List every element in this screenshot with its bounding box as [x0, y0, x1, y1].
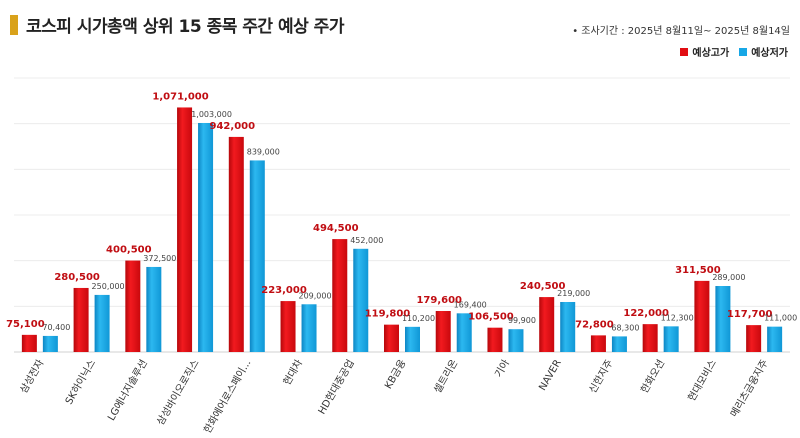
data-label-low-11: 68,300 [611, 323, 639, 332]
bar-low-1 [94, 294, 110, 352]
bar-high-12 [642, 324, 658, 352]
bar-low-6 [353, 248, 369, 352]
data-label-low-14: 111,000 [764, 314, 797, 323]
x-tick-label-3: 삼성바이오로직스 [154, 358, 201, 428]
page-title: 코스피 시가총액 상위 15 종목 주간 예상 주가 [26, 17, 344, 37]
gridlines [14, 77, 790, 353]
x-tick-label-13: 현대모비스 [686, 358, 719, 404]
chart-legend: 예상고가 예상저가 [680, 44, 788, 59]
bar-low-3 [198, 122, 214, 353]
bar-low-8 [456, 313, 472, 352]
x-tick-label-8: 셀트리온 [432, 358, 461, 396]
x-tick-label-1: SK하이닉스 [62, 357, 98, 407]
bar-high-6 [332, 239, 348, 352]
bar-high-2 [125, 260, 141, 352]
x-tick-labels: 삼성전자 SK하이닉스 LG에너지솔루션 삼성바이오로직스 한화에어로스페이... 현대차… [18, 357, 771, 436]
data-label-high-2: 400,500 [106, 245, 152, 256]
bar-low-11 [611, 336, 627, 352]
data-label-high-14: 117,700 [727, 309, 773, 320]
bar-high-13 [694, 280, 710, 352]
bar-low-12 [663, 326, 679, 352]
legend-item-high: 예상고가 [680, 44, 729, 59]
data-label-high-6: 494,500 [313, 223, 359, 234]
survey-period: • 조사기간 : 2025년 8월11일~ 2025년 8월14일 [572, 26, 790, 37]
x-tick-label-6: HD현대중공업 [315, 357, 357, 417]
data-label-high-8: 179,600 [416, 295, 462, 306]
data-label-high-7: 119,800 [365, 309, 411, 320]
data-label-high-10: 240,500 [520, 281, 566, 292]
bar-low-5 [301, 304, 317, 352]
data-label-low-2: 372,500 [143, 254, 176, 263]
data-label-high-0: 75,100 [6, 319, 45, 330]
x-tick-label-12: 한화오션 [638, 358, 667, 396]
x-tick-label-2: LG에너지솔루션 [105, 358, 150, 423]
legend-swatch-high [680, 47, 689, 56]
x-tick-label-10: NAVER [537, 358, 563, 393]
data-label-low-5: 209,000 [298, 291, 331, 300]
bar-high-3 [177, 107, 193, 352]
legend-label-low: 예상저가 [751, 48, 788, 59]
data-label-low-4: 839,000 [247, 147, 280, 156]
data-label-low-7: 110,200 [402, 314, 435, 323]
bar-high-8 [435, 310, 451, 352]
title-block: 코스피 시가총액 상위 15 종목 주간 예상 주가 [10, 12, 344, 37]
bar-high-9 [487, 327, 503, 352]
bar-high-0 [21, 334, 37, 352]
bars [21, 107, 783, 353]
bar-low-2 [146, 266, 162, 352]
data-label-low-1: 250,000 [92, 282, 125, 291]
x-tick-label-5: 현대차 [281, 358, 305, 388]
data-label-high-9: 106,500 [468, 312, 514, 323]
bar-high-4 [228, 136, 244, 352]
data-label-low-12: 112,300 [661, 313, 694, 322]
data-label-low-0: 70,400 [42, 323, 70, 332]
data-label-low-10: 219,000 [557, 289, 590, 298]
x-tick-label-0: 삼성전자 [18, 358, 47, 396]
data-label-high-11: 72,800 [575, 319, 614, 330]
bar-low-10 [560, 301, 576, 352]
legend-swatch-low [739, 47, 748, 56]
x-tick-label-4: 한화에어로스페이... [201, 358, 253, 436]
data-label-high-1: 280,500 [54, 272, 100, 283]
data-label-high-12: 122,000 [623, 308, 669, 319]
data-label-low-13: 289,000 [712, 273, 745, 282]
data-label-low-8: 169,400 [454, 300, 487, 309]
bar-low-13 [715, 286, 731, 352]
x-tick-label-11: 신한지주 [587, 358, 616, 396]
data-label-low-3: 1,003,000 [191, 110, 232, 119]
data-label-high-13: 311,500 [675, 265, 721, 276]
bar-low-4 [249, 160, 265, 352]
x-tick-label-9: 기아 [492, 358, 512, 380]
title-marker [10, 14, 18, 35]
x-tick-label-14: 메리츠금융지주 [728, 358, 771, 420]
data-label-low-9: 99,900 [508, 316, 536, 325]
legend-label-high: 예상고가 [692, 48, 730, 59]
bar-low-14 [767, 326, 783, 352]
bar-high-1 [73, 287, 89, 352]
bar-high-11 [590, 335, 606, 352]
data-label-low-6: 452,000 [350, 236, 383, 245]
bar-low-9 [508, 329, 524, 352]
x-tick-label-7: KB금융 [382, 358, 408, 392]
data-label-high-4: 942,000 [210, 121, 256, 132]
legend-item-low: 예상저가 [739, 44, 788, 59]
bar-high-7 [384, 324, 399, 352]
data-label-high-5: 223,000 [261, 285, 307, 296]
bar-low-0 [42, 335, 58, 352]
bar-high-10 [539, 297, 555, 352]
bar-low-7 [405, 326, 420, 352]
bar-high-5 [280, 301, 296, 352]
bar-high-14 [746, 325, 762, 352]
data-label-high-3: 1,071,000 [152, 91, 208, 102]
